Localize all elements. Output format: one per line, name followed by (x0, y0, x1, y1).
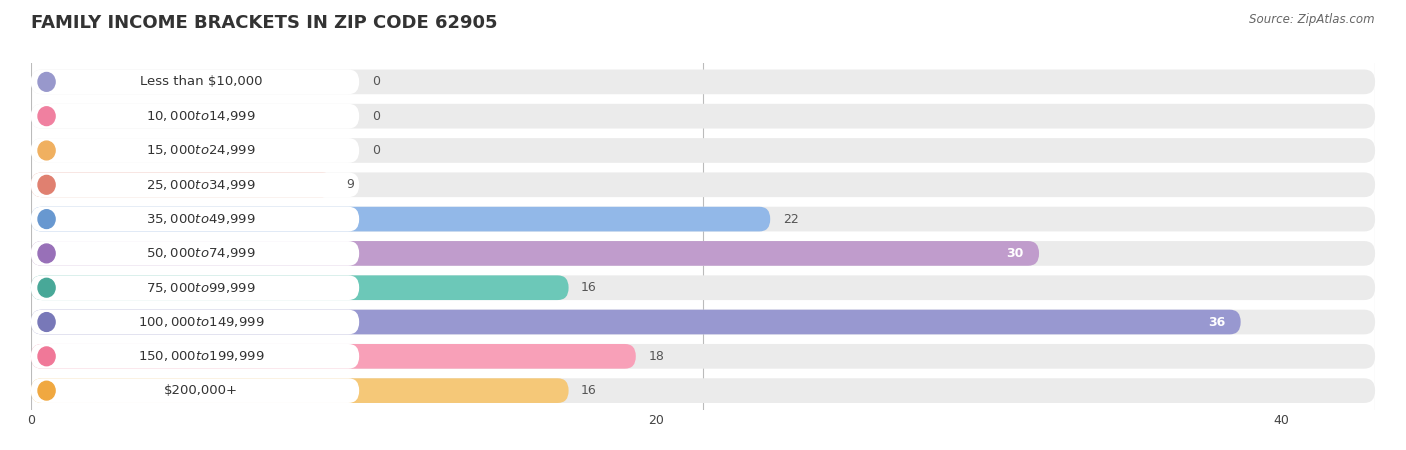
Text: 30: 30 (1007, 247, 1024, 260)
Circle shape (38, 72, 55, 91)
FancyBboxPatch shape (31, 378, 568, 403)
Text: $100,000 to $149,999: $100,000 to $149,999 (138, 315, 264, 329)
FancyBboxPatch shape (31, 241, 1375, 266)
Text: $25,000 to $34,999: $25,000 to $34,999 (146, 178, 256, 192)
Text: 18: 18 (648, 350, 664, 363)
Circle shape (38, 107, 55, 126)
FancyBboxPatch shape (31, 344, 636, 369)
Circle shape (38, 141, 55, 160)
FancyBboxPatch shape (31, 104, 1375, 129)
Text: 22: 22 (783, 212, 799, 225)
Text: 0: 0 (371, 110, 380, 123)
FancyBboxPatch shape (31, 172, 333, 197)
FancyBboxPatch shape (31, 138, 1375, 163)
Text: 36: 36 (1208, 315, 1225, 328)
FancyBboxPatch shape (31, 138, 359, 163)
FancyBboxPatch shape (31, 172, 359, 197)
Circle shape (38, 381, 55, 400)
FancyBboxPatch shape (31, 310, 359, 334)
Text: 9: 9 (346, 178, 354, 191)
Text: $150,000 to $199,999: $150,000 to $199,999 (138, 349, 264, 363)
Text: Less than $10,000: Less than $10,000 (141, 75, 263, 88)
FancyBboxPatch shape (31, 275, 359, 300)
Text: 0: 0 (371, 144, 380, 157)
FancyBboxPatch shape (31, 69, 1375, 94)
FancyBboxPatch shape (31, 207, 1375, 231)
Text: $75,000 to $99,999: $75,000 to $99,999 (146, 281, 256, 295)
Text: 16: 16 (581, 281, 596, 294)
FancyBboxPatch shape (31, 275, 568, 300)
Circle shape (38, 176, 55, 194)
FancyBboxPatch shape (31, 104, 359, 129)
Text: $35,000 to $49,999: $35,000 to $49,999 (146, 212, 256, 226)
Circle shape (38, 244, 55, 263)
FancyBboxPatch shape (31, 344, 359, 369)
Text: FAMILY INCOME BRACKETS IN ZIP CODE 62905: FAMILY INCOME BRACKETS IN ZIP CODE 62905 (31, 14, 498, 32)
FancyBboxPatch shape (31, 344, 1375, 369)
Text: $50,000 to $74,999: $50,000 to $74,999 (146, 247, 256, 261)
FancyBboxPatch shape (31, 207, 770, 231)
Text: $10,000 to $14,999: $10,000 to $14,999 (146, 109, 256, 123)
FancyBboxPatch shape (31, 69, 359, 94)
Text: $15,000 to $24,999: $15,000 to $24,999 (146, 144, 256, 158)
Text: 16: 16 (581, 384, 596, 397)
FancyBboxPatch shape (31, 310, 1240, 334)
Circle shape (38, 278, 55, 297)
FancyBboxPatch shape (31, 275, 1375, 300)
Circle shape (38, 313, 55, 331)
FancyBboxPatch shape (31, 241, 359, 266)
FancyBboxPatch shape (31, 241, 1039, 266)
Text: Source: ZipAtlas.com: Source: ZipAtlas.com (1250, 14, 1375, 27)
FancyBboxPatch shape (31, 207, 359, 231)
FancyBboxPatch shape (31, 378, 359, 403)
FancyBboxPatch shape (31, 310, 1375, 334)
Circle shape (38, 347, 55, 366)
Text: 0: 0 (371, 75, 380, 88)
FancyBboxPatch shape (31, 172, 1375, 197)
FancyBboxPatch shape (31, 378, 1375, 403)
Text: $200,000+: $200,000+ (165, 384, 238, 397)
Circle shape (38, 210, 55, 229)
